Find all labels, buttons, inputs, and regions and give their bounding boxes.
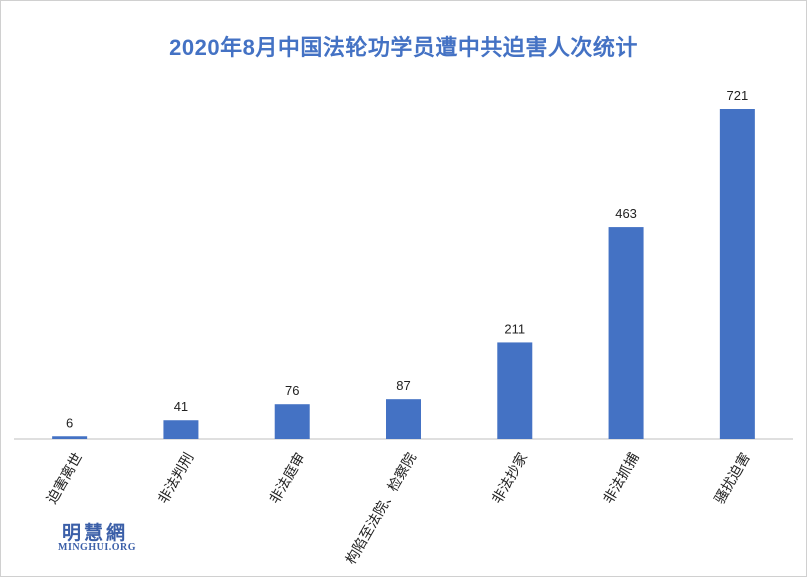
minghui-logo-text: 明慧網 xyxy=(62,522,129,544)
category-label-1: 迫害离世 xyxy=(43,450,85,506)
category-label-5: 非法抄家 xyxy=(489,450,531,506)
bar-3 xyxy=(274,404,310,439)
category-label-3: 非法庭审 xyxy=(266,450,308,506)
bar-1 xyxy=(52,436,88,439)
data-label-4: 87 xyxy=(396,378,410,393)
chart-title: 2020年8月中国法轮功学员遭中共迫害人次统计 xyxy=(169,35,638,60)
category-label-6: 非法抓捕 xyxy=(600,450,642,506)
bar-2 xyxy=(163,420,199,439)
category-label-2: 非法判刑 xyxy=(155,450,197,506)
bar-7 xyxy=(719,109,755,439)
data-label-2: 41 xyxy=(174,399,188,414)
data-label-7: 721 xyxy=(727,88,749,103)
bar-6 xyxy=(608,227,644,439)
category-label-7: 骚扰迫害 xyxy=(711,450,753,506)
bar-5 xyxy=(497,342,533,439)
data-label-1: 6 xyxy=(66,415,73,430)
data-label-3: 76 xyxy=(285,383,299,398)
data-label-6: 463 xyxy=(615,206,637,221)
category-label-4: 构陷至法院、检察院 xyxy=(342,450,419,567)
data-label-5: 211 xyxy=(504,321,525,336)
bar-4 xyxy=(386,399,421,439)
minghui-logo-url: MINGHUI.ORG xyxy=(58,542,136,553)
